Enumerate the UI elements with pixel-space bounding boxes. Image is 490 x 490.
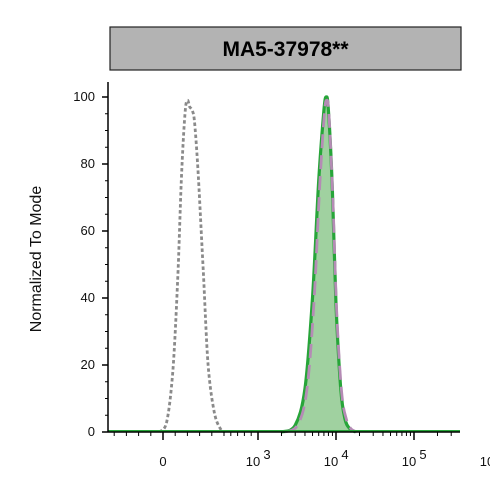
y-axis-title: Normalized To Mode <box>28 186 45 333</box>
y-axis: 0 20 40 60 80 100 <box>73 82 109 439</box>
y-tick-label: 40 <box>81 290 95 305</box>
x-tick-exponent: 4 <box>341 447 348 462</box>
y-tick-label: 0 <box>88 424 95 439</box>
title-banner: MA5-37978** <box>109 26 462 71</box>
x-tick-exponent: 5 <box>419 447 426 462</box>
x-tick-exponent: 3 <box>263 447 270 462</box>
y-tick-label: 80 <box>81 156 95 171</box>
series-layer <box>108 95 460 434</box>
x-tick-label: 10 <box>480 454 490 469</box>
y-tick-label: 60 <box>81 223 95 238</box>
x-tick-label: 10 <box>246 454 260 469</box>
y-tick-label: 20 <box>81 357 95 372</box>
title-box <box>109 26 462 71</box>
y-tick-label: 100 <box>73 89 95 104</box>
x-tick-label: 0 <box>159 454 166 469</box>
x-axis: 0103104105106 <box>108 431 490 469</box>
series-line-0 <box>158 98 227 434</box>
series-line-2 <box>284 98 358 434</box>
chart-title: MA5-37978** <box>222 38 349 61</box>
series-fill-1 <box>281 96 356 432</box>
x-tick-label: 10 <box>324 454 338 469</box>
x-tick-label: 10 <box>402 454 416 469</box>
